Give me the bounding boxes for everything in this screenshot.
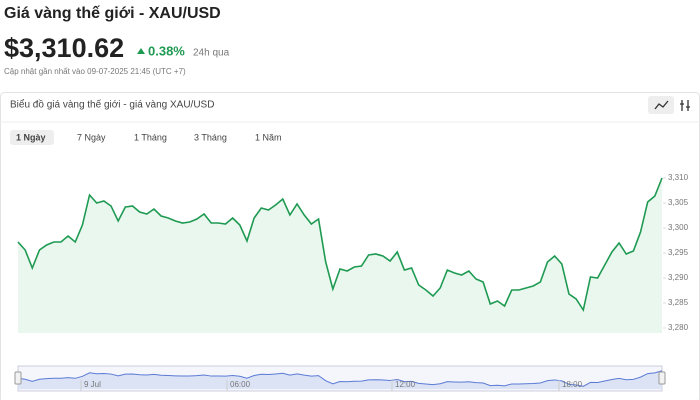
tab[interactable]: 1 Ngày [16, 132, 46, 142]
page-title: Giá vàng thế giới - XAU/USD [4, 5, 221, 22]
y-tick-label: 3,300 [668, 223, 689, 232]
plot: 3,280 3,285 3,290 3,295 3,300 3,305 3,310 9 Jul… [14, 173, 689, 392]
y-tick-label: 3,285 [668, 298, 689, 307]
updated: Cập nhật gần nhất vào 09-07-2025 21:45 (… [4, 67, 186, 76]
up-arrow [137, 48, 145, 54]
y-tick-label: 3,310 [668, 173, 689, 182]
navigator-label: 06:00 [230, 380, 251, 389]
navigator-handle[interactable] [658, 371, 666, 385]
area [18, 178, 662, 333]
navigator-label: 12:00 [395, 380, 416, 389]
y-tick-label: 3,305 [668, 198, 689, 207]
price-line [17, 177, 663, 313]
tab[interactable]: 7 Ngày [77, 132, 106, 142]
change: 0.38% [148, 43, 185, 58]
navigator-label: 9 Jul [84, 380, 101, 389]
navigator-area [18, 370, 662, 389]
candle-icon[interactable] [680, 100, 690, 111]
tab[interactable]: 1 Năm [255, 132, 282, 142]
navigator-line [17, 370, 663, 387]
chart-title: Biểu đồ giá vàng thế giới - giá vàng XAU… [10, 99, 214, 111]
navigator-label: 18:00 [562, 380, 583, 389]
navigator-handle[interactable] [14, 371, 22, 385]
y-tick-label: 3,280 [668, 323, 689, 332]
y-tick-label: 3,295 [668, 248, 689, 257]
tab[interactable]: 1 Tháng [134, 132, 167, 142]
period: 24h qua [193, 48, 230, 59]
tab-selected-bg [10, 130, 54, 145]
tab[interactable]: 3 Tháng [194, 132, 227, 142]
tabs: 1 Ngày 7 Ngày 1 Tháng 3 Tháng 1 Năm [10, 130, 282, 145]
line-icon [654, 100, 669, 110]
y-tick-label: 3,290 [668, 273, 689, 282]
price: $3,310.62 [4, 33, 124, 63]
